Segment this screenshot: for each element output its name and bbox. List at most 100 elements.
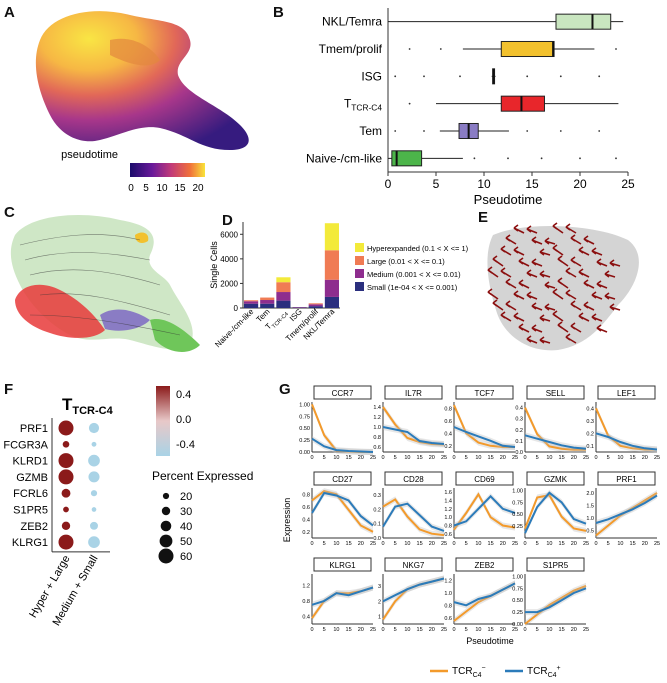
b-x-tick-label: 5 [433, 177, 440, 191]
g-strip [526, 385, 585, 400]
g-x-tick-label: 15 [417, 455, 423, 461]
f-size-dot [158, 548, 174, 564]
f-gene-label: PRF1 [20, 423, 48, 435]
b-outlier [526, 130, 529, 132]
g-y-tick-label: 0.0 [515, 450, 523, 456]
g-x-tick-label: 25 [654, 455, 660, 461]
g-strip-label: GZMK [544, 475, 568, 484]
g-line-tcrc4-neg [311, 490, 374, 533]
g-strip-label: PRF1 [616, 475, 637, 484]
b-x-label: Pseudotime [474, 192, 543, 205]
g-strip [313, 471, 372, 486]
g-strip-label: CD28 [403, 475, 424, 484]
g-x-tick-label: 0 [310, 541, 313, 547]
g-x-tick-label: 25 [583, 541, 589, 547]
g-y-tick-label: 1.2 [444, 578, 452, 584]
d-x-tick-group: Tem [255, 307, 272, 324]
g-strip [313, 557, 372, 572]
g-facet: CD28 0.0 0.1 0.2 0.3 0 5 10 15 20 25 [373, 471, 447, 547]
colorbar-tick: 5 [143, 183, 149, 194]
g-facet: LEF1 0.1 0.2 0.3 0.4 0 5 10 15 20 25 [586, 385, 660, 461]
velocity-arrowhead [609, 259, 615, 267]
velocity-arrowhead [531, 258, 537, 266]
g-strip [384, 471, 443, 486]
d-legend-swatch [355, 269, 364, 278]
velocity-arrowhead [513, 312, 519, 320]
g-x-tick-label: 10 [475, 455, 481, 461]
g-line-tcrc4-pos [382, 426, 445, 445]
d-x-tick-label: Tem [255, 307, 272, 324]
g-strip-label: TCF7 [475, 389, 496, 398]
g-y-tick-label: 0.1 [515, 439, 523, 445]
b-outlier [615, 157, 617, 160]
g-line-tcrc4-pos [311, 437, 374, 453]
g-y-tick-label: 1.0 [444, 591, 452, 597]
g-y-tick-label: 0.6 [444, 616, 452, 622]
g-strip [597, 471, 656, 486]
g-y-tick-label: 0.50 [299, 426, 310, 432]
g-y-tick-label: 1.0 [444, 515, 452, 521]
g-y-tick-label: 0.2 [515, 428, 523, 434]
g-line-tcrc4-pos [595, 494, 658, 524]
g-legend-main: TCR [452, 666, 473, 677]
velocity-arrowhead [539, 248, 545, 256]
g-strip [384, 385, 443, 400]
streamlines [19, 234, 181, 336]
g-x-tick-label: 25 [583, 627, 589, 633]
g-line-tcrc4-pos [453, 582, 516, 607]
f-colorbar-tick: 0.0 [176, 414, 191, 426]
velocity-arrowhead [539, 336, 545, 344]
velocity-arrowhead [557, 321, 563, 329]
f-dot [91, 507, 97, 512]
g-y-tick-label: 0.25 [512, 524, 523, 530]
velocity-arrowhead [518, 257, 524, 265]
g-x-tick-label: 10 [333, 541, 339, 547]
g-line-tcrc4-neg [382, 498, 445, 537]
d-bar-segment [276, 292, 291, 301]
g-x-tick-label: 10 [617, 455, 623, 461]
velocity-arrowhead [544, 281, 550, 289]
g-y-label: Expression [282, 498, 292, 543]
g-y-tick-label: 0.4 [302, 614, 310, 620]
g-y-tick-label: 0.4 [444, 431, 452, 437]
g-line-tcrc4-neg-ribbon [525, 492, 586, 534]
g-x-tick-label: 0 [594, 541, 597, 547]
g-legend-sup: + [557, 665, 561, 672]
g-x-tick-label: 20 [500, 455, 506, 461]
velocity-arrowhead [513, 246, 519, 254]
g-strip-label: IL7R [405, 389, 422, 398]
g-line-tcrc4-pos-ribbon [525, 585, 586, 616]
d-bar-segment [260, 297, 275, 301]
g-x-tick-label: 20 [429, 455, 435, 461]
b-outlier [408, 48, 411, 50]
g-line-tcrc4-neg-ribbon [312, 401, 373, 455]
f-gene-label: KLRG1 [12, 537, 48, 549]
g-y-tick-label: 0.8 [444, 406, 452, 412]
velocity-arrowhead [591, 291, 597, 299]
velocity-arrowhead [604, 270, 610, 278]
g-y-tick-label: 0.6 [373, 445, 381, 451]
g-line-tcrc4-pos-ribbon [383, 500, 444, 534]
f-size-dot [161, 506, 171, 516]
velocity-arrowhead [531, 324, 537, 332]
velocity-arrowhead [539, 314, 545, 322]
g-x-tick-label: 5 [465, 541, 468, 547]
g-strip [597, 385, 656, 400]
g-x-tick-label: 20 [429, 627, 435, 633]
g-line-tcrc4-neg-ribbon [454, 402, 515, 450]
f-size-dot [162, 492, 170, 500]
velocity-arrowhead [544, 237, 550, 245]
g-x-tick-label: 25 [512, 627, 518, 633]
d-legend-label: Small (1e-04 < X <= 0.001) [367, 283, 458, 292]
b-category-label: NKL/Temra [322, 15, 382, 29]
f-dot [58, 534, 74, 550]
velocity-arrowhead [557, 255, 563, 263]
d-bar-segment [308, 306, 323, 308]
g-x-tick-label: 15 [559, 455, 565, 461]
f-dot [62, 440, 70, 448]
g-facet: CD27 0.2 0.4 0.6 0.8 0 5 10 15 20 25 [302, 471, 376, 547]
g-x-tick-label: 25 [512, 455, 518, 461]
b-x-tick-label: 25 [621, 177, 635, 191]
g-x-tick-label: 15 [417, 541, 423, 547]
g-x-tick-label: 20 [500, 541, 506, 547]
